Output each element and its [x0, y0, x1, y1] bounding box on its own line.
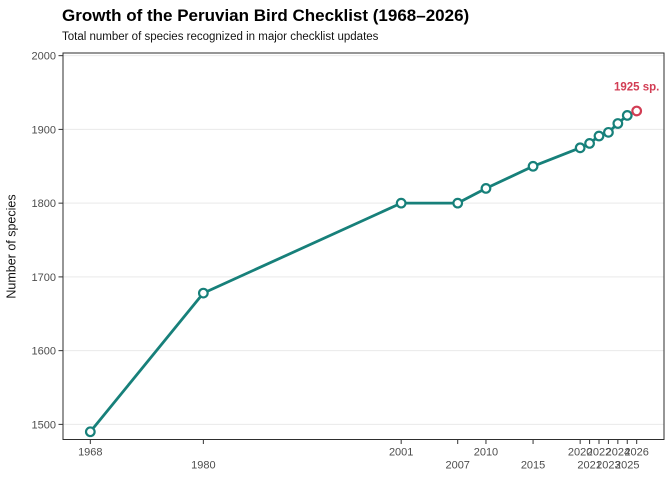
- data-series-layer: [84, 105, 643, 438]
- y-tick-label: 1500: [32, 419, 56, 431]
- data-point: [452, 197, 464, 209]
- data-point: [574, 142, 586, 154]
- y-tick-label: 2000: [32, 51, 56, 63]
- x-tick-label: 2023: [596, 460, 620, 472]
- x-tick-label: 1980: [191, 460, 215, 472]
- x-tick-label: 2020: [568, 447, 592, 459]
- x-tick-label: 2026: [624, 447, 648, 459]
- axes-layer: 1500 1600 1700 1800 1900 2000 1968 1980 2001 2007…: [32, 51, 665, 472]
- data-point: [584, 138, 595, 149]
- chart-subtitle: Total number of species recognized in ma…: [62, 31, 379, 43]
- series-line: [88, 109, 639, 434]
- y-tick-label: 1900: [32, 124, 56, 136]
- data-point: [593, 130, 605, 142]
- x-tick-label: 2025: [615, 460, 639, 472]
- x-tick-label: 2001: [389, 447, 413, 459]
- x-tick-label: 2007: [445, 460, 469, 472]
- y-tick-label: 1700: [32, 272, 56, 284]
- data-point: [603, 126, 614, 138]
- x-tick-label: 2021: [577, 460, 601, 472]
- x-tick-label: 2022: [587, 447, 611, 459]
- panel-border: [62, 52, 665, 440]
- data-point: [84, 426, 96, 438]
- x-tick-label: 1968: [78, 447, 102, 459]
- y-axis-title: Number of species: [4, 194, 19, 299]
- data-point: [612, 118, 624, 129]
- y-tick-label: 1800: [32, 198, 56, 210]
- data-point: [527, 160, 539, 172]
- x-tick-label: 2024: [606, 447, 630, 459]
- data-point: [197, 287, 209, 299]
- x-tick-label: 2015: [521, 460, 545, 472]
- chart-title: Growth of the Peruvian Bird Checklist (1…: [62, 6, 470, 25]
- data-point: [621, 109, 633, 121]
- data-point: [480, 182, 492, 194]
- gridlines-layer: [63, 55, 664, 425]
- x-tick-label: 2010: [474, 447, 498, 459]
- data-point-final: [631, 105, 643, 117]
- data-point: [395, 197, 407, 209]
- y-tick-label: 1600: [32, 346, 56, 358]
- final-count-annotation: 1925 sp.: [614, 82, 659, 94]
